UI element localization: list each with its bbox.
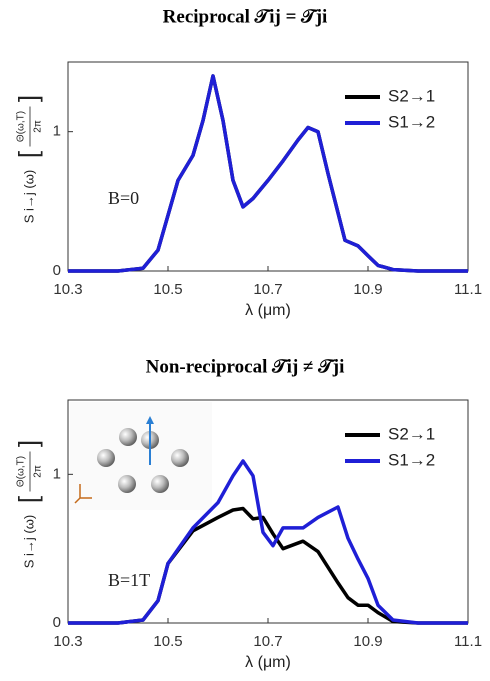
sphere (119, 428, 137, 446)
y-label-denominator: 2π (33, 465, 44, 478)
y-axis-label-text: S i→j (ω) (21, 515, 36, 568)
legend-label: S2→1 (388, 86, 435, 105)
sphere (171, 449, 189, 467)
x-tick-label: 11.1 (454, 633, 482, 650)
axes-icon (74, 484, 92, 504)
x-tick-label: 10.5 (153, 281, 182, 298)
y-label-bracket: [ (13, 150, 43, 158)
x-tick-label: 10.5 (153, 633, 182, 650)
y-label-bracket: ] (13, 440, 43, 447)
y-label-bracket: ] (13, 95, 43, 102)
legend-label: S1→2 (388, 112, 435, 131)
y-tick-label: 0 (53, 614, 61, 631)
x-tick-label: 10.7 (253, 633, 282, 650)
chart-title: Non-reciprocal 𝒯ij ≠ 𝒯ji (146, 356, 345, 377)
y-tick-label: 0 (53, 262, 61, 279)
annotation: B=1T (108, 570, 150, 590)
y-tick-label: 1 (53, 123, 61, 140)
series-line (68, 74, 468, 273)
sphere (97, 449, 115, 467)
x-tick-label: 11.1 (454, 281, 482, 298)
legend-label: S2→1 (388, 424, 435, 443)
x-tick-label: 10.9 (353, 281, 382, 298)
x-tick-label: 10.7 (253, 281, 282, 298)
inset-background (70, 402, 212, 510)
y-axis-label: S i→j (ω) [ Θ(ω,T) 2π] (13, 95, 44, 223)
y-label-denominator: 2π (33, 120, 44, 133)
legend-label: S1→2 (388, 450, 435, 469)
y-axis-label: S i→j (ω) [ Θ(ω,T) 2π] (13, 440, 44, 568)
x-tick-label: 10.3 (53, 633, 82, 650)
sphere (151, 475, 169, 493)
y-tick-label: 1 (53, 465, 61, 482)
y-axis-label-text: S i→j (ω) (21, 170, 36, 223)
inset-image (70, 402, 212, 510)
x-axis-label: λ (μm) (245, 302, 291, 319)
field-arrow-head (146, 416, 154, 424)
x-axis-label: λ (μm) (245, 654, 291, 671)
y-label-numerator: Θ(ω,T) (16, 111, 27, 142)
y-label-numerator: Θ(ω,T) (16, 456, 27, 487)
series-line (68, 459, 468, 625)
plot-area (67, 61, 469, 272)
chart-title: Reciprocal 𝒯ij = 𝒯ji (163, 6, 328, 27)
y-label-bracket: [ (13, 495, 43, 503)
x-tick-label: 10.9 (353, 633, 382, 650)
sphere (118, 475, 136, 493)
x-tick-label: 10.3 (53, 281, 82, 298)
annotation: B=0 (108, 188, 139, 208)
